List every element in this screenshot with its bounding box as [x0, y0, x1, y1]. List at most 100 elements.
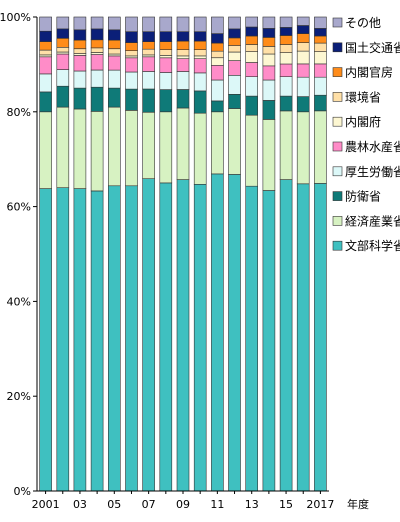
bar-segment-2014-s1 — [262, 119, 276, 191]
x-tick-label: 15 — [279, 498, 293, 511]
bar-segment-2007-s6 — [142, 48, 155, 56]
bar-segment-2008-s5 — [159, 55, 173, 59]
bar-segment-2003-s1 — [73, 108, 87, 189]
bar-segment-2015-s7 — [279, 35, 293, 45]
bar-segment-2008-s0 — [159, 182, 173, 492]
bar-segment-2008-s4 — [159, 57, 173, 73]
bar-segment-2015-s5 — [279, 52, 293, 65]
bar-segment-2009-s2 — [176, 89, 190, 109]
bar-segment-2009-s5 — [176, 55, 190, 60]
bar-segment-2009-s4 — [176, 58, 190, 72]
bar-segment-2015-s0 — [279, 179, 293, 492]
bar-segment-2016-s9 — [296, 16, 310, 26]
bar-segment-2011-s1 — [211, 111, 224, 175]
bar-segment-2013-s1 — [245, 114, 258, 187]
bar-segment-2010-s5 — [193, 55, 207, 60]
bar-segment-2003-s0 — [73, 188, 87, 492]
bar-segment-2014-s4 — [262, 65, 276, 81]
bar-segment-2007-s9 — [142, 16, 155, 32]
legend-swatch — [332, 191, 343, 201]
bar-segment-2013-s2 — [245, 95, 258, 116]
bar-segment-2006-s8 — [125, 31, 138, 43]
bar-segment-2002-s7 — [56, 37, 70, 48]
x-tick-label: 05 — [107, 498, 121, 511]
bar-segment-2004-s3 — [90, 69, 104, 88]
y-tick-label: 0% — [14, 485, 31, 498]
bar-segment-2005-s1 — [108, 106, 121, 187]
bar-segment-2010-s6 — [193, 49, 207, 57]
bar-segment-2012-s2 — [228, 94, 241, 109]
bar-segment-2006-s3 — [125, 71, 138, 90]
bar-segment-2001-s2 — [39, 91, 52, 113]
bar-segment-2007-s8 — [142, 31, 155, 43]
bar-segment-2003-s9 — [73, 16, 87, 31]
bar-segment-2013-s4 — [245, 62, 258, 77]
bar-segment-2001-s6 — [39, 49, 52, 56]
bar-segment-2001-s1 — [39, 111, 52, 189]
y-tick-label: 80% — [7, 106, 31, 119]
y-tick-label: 40% — [7, 295, 31, 308]
bar-segment-2010-s3 — [193, 72, 207, 92]
bar-segment-2001-s8 — [39, 30, 52, 42]
x-tick-label: 03 — [73, 498, 87, 511]
bar-segment-2014-s3 — [262, 79, 276, 101]
bar-segment-2006-s2 — [125, 88, 138, 111]
bar-segment-2007-s3 — [142, 71, 155, 90]
bar-segment-2012-s9 — [228, 16, 241, 30]
x-tick-label: 11 — [210, 498, 224, 511]
bar-segment-2013-s8 — [245, 26, 258, 37]
bar-segment-2015-s9 — [279, 16, 293, 28]
bar-segment-2005-s9 — [108, 16, 121, 31]
bar-segment-2010-s4 — [193, 58, 207, 74]
x-tick-label: 2001 — [32, 498, 60, 511]
bar-segment-2006-s0 — [125, 185, 138, 492]
bar-segment-2003-s6 — [73, 48, 87, 54]
bar-segment-2013-s0 — [245, 185, 258, 492]
legend-swatch — [332, 67, 343, 77]
bar-segment-2011-s5 — [211, 57, 224, 66]
bar-segment-2013-s6 — [245, 44, 258, 52]
bar-segment-2012-s6 — [228, 45, 241, 53]
bar-segment-2009-s8 — [176, 31, 190, 42]
x-tick-label: 07 — [142, 498, 156, 511]
bar-segment-2002-s8 — [56, 28, 70, 39]
bar-segment-2017-s5 — [314, 51, 327, 65]
bar-segment-2011-s2 — [211, 100, 224, 113]
legend-label: 厚生労働省 — [345, 165, 400, 179]
bar-segment-2006-s1 — [125, 110, 138, 187]
bar-segment-2010-s8 — [193, 31, 207, 42]
bar-segment-2015-s8 — [279, 27, 293, 36]
bars-group — [39, 16, 327, 492]
bar-segment-2010-s9 — [193, 16, 207, 32]
bar-segment-2013-s7 — [245, 35, 258, 45]
legend-label: 内閣府 — [345, 114, 381, 129]
legend-label: 農林水産省 — [345, 139, 400, 154]
legend-label: 国土交通省 — [345, 40, 400, 55]
legend-swatch — [332, 42, 343, 53]
bar-segment-2002-s0 — [56, 187, 70, 492]
bar-segment-2012-s3 — [228, 75, 241, 95]
legend: その他国土交通省内閣官房環境省内閣府農林水産省厚生労働省防衛省経済産業省文部科学… — [332, 16, 400, 253]
bar-segment-2016-s4 — [296, 63, 310, 78]
x-tick-label: 09 — [176, 498, 190, 511]
bar-segment-2008-s9 — [159, 16, 173, 32]
bar-segment-2006-s7 — [125, 42, 138, 51]
bar-segment-2005-s4 — [108, 55, 121, 71]
bar-segment-2015-s3 — [279, 76, 293, 97]
bar-segment-2008-s2 — [159, 89, 173, 113]
bar-segment-2014-s7 — [262, 37, 276, 47]
legend-label: 内閣官房 — [345, 65, 393, 80]
y-tick-label: 60% — [7, 201, 31, 214]
bar-segment-2006-s6 — [125, 50, 138, 57]
bar-segment-2005-s3 — [108, 69, 121, 89]
bar-segment-2015-s4 — [279, 63, 293, 78]
bar-segment-2004-s4 — [90, 54, 104, 71]
bar-segment-2014-s8 — [262, 28, 276, 38]
bar-segment-2007-s0 — [142, 178, 155, 492]
legend-swatch — [332, 240, 343, 251]
bar-segment-2012-s7 — [228, 37, 241, 46]
bar-segment-2011-s3 — [211, 79, 224, 102]
bar-segment-2003-s3 — [73, 70, 87, 89]
bar-segment-2007-s2 — [142, 88, 155, 113]
